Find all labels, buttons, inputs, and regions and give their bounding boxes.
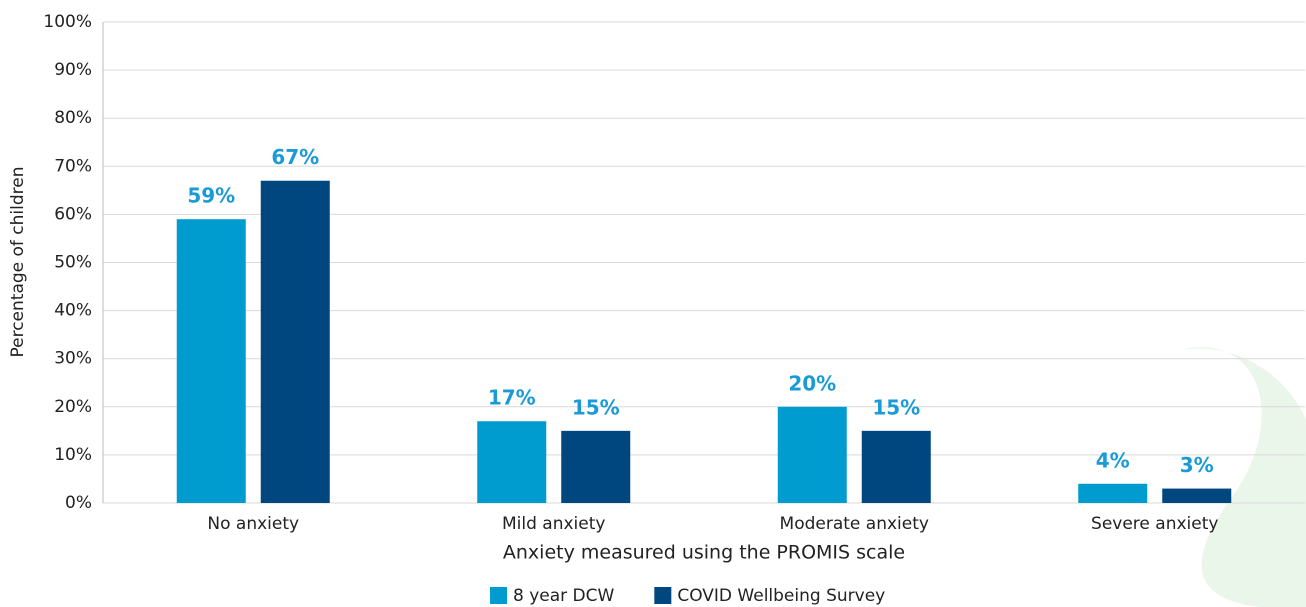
y-tick-label: 100% [43, 12, 92, 32]
value-label: 20% [788, 371, 836, 395]
value-label: 15% [872, 395, 920, 419]
x-axis-title: Anxiety measured using the PROMIS scale [503, 542, 905, 564]
x-tick-label: Moderate anxiety [780, 514, 929, 534]
bar [176, 219, 246, 503]
value-label: 3% [1180, 453, 1214, 477]
y-tick-label: 50% [54, 253, 92, 273]
y-tick-label: 20% [54, 397, 92, 417]
legend-label: COVID Wellbeing Survey [677, 586, 885, 606]
y-tick-label: 40% [54, 301, 92, 321]
bar [861, 430, 931, 503]
y-tick-label: 10% [54, 445, 92, 465]
value-label: 15% [572, 395, 620, 419]
y-axis-title: Percentage of children [8, 166, 28, 357]
y-tick-label: 90% [54, 60, 92, 80]
legend-label: 8 year DCW [513, 586, 615, 606]
value-label: 17% [488, 386, 536, 410]
value-label: 59% [187, 184, 235, 208]
y-tick-label: 0% [65, 493, 92, 513]
value-label: 4% [1096, 448, 1130, 472]
bar [1162, 488, 1232, 503]
bar [477, 421, 547, 503]
bar [777, 406, 847, 503]
value-label: 67% [271, 145, 319, 169]
bar [1078, 483, 1148, 503]
legend-swatch [654, 587, 672, 604]
bar [260, 180, 330, 504]
x-tick-label: No anxiety [207, 514, 299, 534]
y-tick-label: 60% [54, 204, 92, 224]
x-tick-label: Mild anxiety [502, 514, 605, 534]
decoration [1180, 347, 1306, 607]
y-tick-label: 70% [54, 156, 92, 176]
legend-swatch [490, 587, 507, 604]
y-tick-label: 80% [54, 108, 92, 128]
y-tick-label: 30% [54, 349, 92, 369]
x-tick-label: Severe anxiety [1091, 514, 1218, 534]
bar [561, 430, 631, 503]
